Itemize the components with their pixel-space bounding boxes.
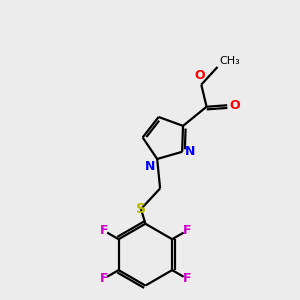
Text: O: O xyxy=(230,99,240,112)
Text: N: N xyxy=(144,160,155,173)
Text: O: O xyxy=(194,69,205,82)
Text: F: F xyxy=(100,224,108,237)
Text: F: F xyxy=(100,272,108,285)
Text: N: N xyxy=(184,145,195,158)
Text: S: S xyxy=(136,202,146,216)
Text: F: F xyxy=(183,224,191,237)
Text: CH₃: CH₃ xyxy=(219,56,240,65)
Text: F: F xyxy=(183,272,191,285)
